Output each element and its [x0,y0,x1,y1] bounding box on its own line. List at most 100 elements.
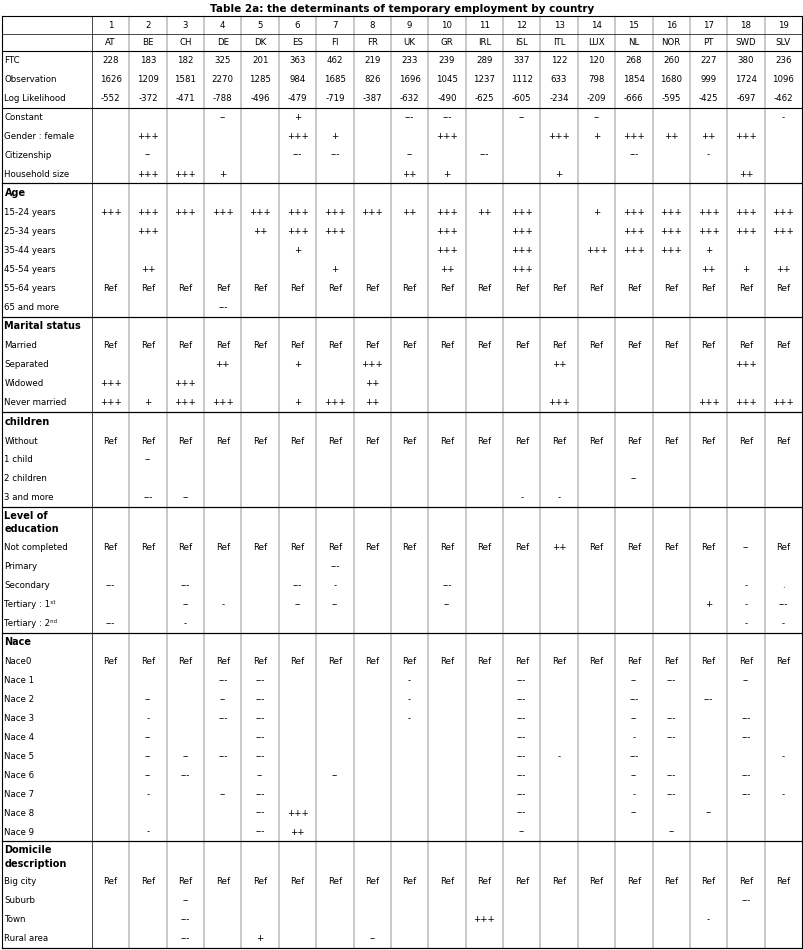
Text: 2 children: 2 children [5,474,47,484]
Text: 45-54 years: 45-54 years [5,265,56,274]
Text: Ref: Ref [253,284,267,293]
Text: Town: Town [5,915,26,924]
Text: Ref: Ref [290,284,304,293]
Text: ---: --- [740,714,750,723]
Text: Ref: Ref [626,284,640,293]
Text: +++: +++ [510,208,532,217]
Text: -: - [146,827,149,837]
Text: 7: 7 [332,21,337,29]
Text: Ref: Ref [104,436,117,446]
Text: -666: -666 [623,94,643,103]
Text: ++: ++ [402,208,417,217]
Text: +++: +++ [361,360,383,370]
Text: ---: --- [255,827,264,837]
Text: ---: --- [255,676,264,685]
Text: +++: +++ [287,208,308,217]
Text: 1237: 1237 [473,75,495,84]
Text: Ref: Ref [552,284,565,293]
Text: NOR: NOR [661,38,680,48]
Text: 5: 5 [257,21,263,29]
Text: 122: 122 [550,56,567,65]
Text: Ref: Ref [626,657,640,666]
Text: Ref: Ref [365,341,379,351]
Text: 1854: 1854 [622,75,644,84]
Text: Age: Age [5,188,26,199]
Text: Ref: Ref [663,877,678,886]
Text: +: + [294,246,301,255]
Text: +: + [741,265,748,274]
Text: -697: -697 [736,94,755,103]
Text: -: - [631,789,634,799]
Text: +++: +++ [361,208,383,217]
Text: Ref: Ref [141,341,155,351]
Text: Ref: Ref [104,543,117,552]
Text: ---: --- [740,732,750,742]
Text: ---: --- [479,151,488,160]
Text: ---: --- [516,751,526,761]
Text: --: -- [518,113,524,122]
Text: --: -- [630,714,636,723]
Text: BE: BE [142,38,153,48]
Text: +++: +++ [435,227,457,236]
Text: Ref: Ref [477,284,491,293]
Text: 633: 633 [550,75,567,84]
Text: --: -- [145,695,151,704]
Text: Ref: Ref [439,284,454,293]
Text: ---: --- [218,751,227,761]
Text: +++: +++ [734,360,756,370]
Text: Ref: Ref [514,543,528,552]
Text: ---: --- [255,751,264,761]
Text: 1096: 1096 [772,75,793,84]
Text: --: -- [667,827,674,837]
Text: ---: --- [516,789,526,799]
Text: Ref: Ref [552,341,565,351]
Text: DE: DE [217,38,229,48]
Text: -: - [781,789,784,799]
Text: +++: +++ [510,265,532,274]
Text: -479: -479 [287,94,307,103]
Text: Ref: Ref [141,877,155,886]
Text: Citizenship: Citizenship [5,151,52,160]
Text: 11: 11 [479,21,489,29]
Text: ++: ++ [551,543,565,552]
Text: 380: 380 [737,56,753,65]
Text: Ref: Ref [701,436,715,446]
Text: ++: ++ [476,208,491,217]
Text: +++: +++ [548,398,569,407]
Text: Never married: Never married [5,398,67,407]
Text: Ref: Ref [178,543,192,552]
Text: +: + [219,169,226,179]
Text: ---: --- [740,896,750,905]
Text: Ref: Ref [402,436,416,446]
Text: Ref: Ref [253,436,267,446]
Text: ++: ++ [402,169,417,179]
Text: +: + [555,169,562,179]
Text: Rural area: Rural area [5,934,48,943]
Text: --: -- [518,827,524,837]
Text: Ref: Ref [141,284,155,293]
Text: Ref: Ref [365,543,379,552]
Text: ---: --- [292,580,302,590]
Text: 268: 268 [625,56,642,65]
Text: +: + [294,360,301,370]
Text: -632: -632 [399,94,419,103]
Text: ---: --- [255,732,264,742]
Text: Ref: Ref [439,436,454,446]
Text: .: . [781,580,784,590]
Text: ---: --- [703,695,712,704]
Text: -: - [706,915,709,924]
Text: -: - [781,618,784,628]
Text: Ref: Ref [328,657,341,666]
Text: Ref: Ref [402,657,416,666]
Text: +++: +++ [697,398,719,407]
Text: Separated: Separated [5,360,49,370]
Text: Ref: Ref [104,341,117,351]
Text: 55-64 years: 55-64 years [5,284,56,293]
Text: +++: +++ [435,132,457,141]
Text: Ref: Ref [178,436,192,446]
Text: Ref: Ref [514,436,528,446]
Text: Ref: Ref [215,284,230,293]
Text: --: -- [704,808,711,818]
Text: +++: +++ [772,208,793,217]
Text: -: - [520,493,523,503]
